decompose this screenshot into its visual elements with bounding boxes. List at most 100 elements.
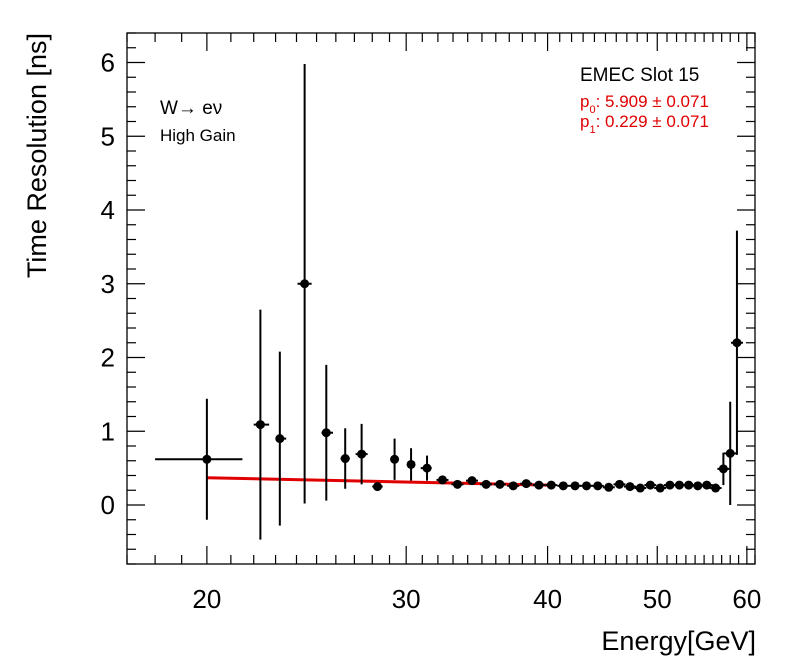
data-point (532, 480, 545, 490)
data-point (436, 475, 449, 485)
marker (406, 459, 416, 469)
marker (582, 481, 592, 491)
data-point (545, 480, 558, 490)
marker (635, 483, 645, 493)
marker (467, 476, 477, 486)
marker (684, 480, 694, 490)
data-point (420, 455, 432, 481)
marker (558, 481, 568, 491)
data-point (406, 448, 416, 481)
fit-p1-symbol: p (580, 112, 589, 131)
marker (625, 482, 635, 492)
data-point (275, 351, 287, 526)
marker (534, 480, 544, 490)
data-point (321, 364, 333, 501)
marker (665, 480, 675, 490)
data-point (451, 479, 464, 489)
fit-p0-value: : 5.909 ± 0.071 (596, 92, 709, 111)
marker (508, 481, 518, 491)
fit-p1-value: : 0.229 ± 0.071 (596, 112, 709, 131)
x-tick-label: 20 (192, 584, 221, 614)
data-point (355, 423, 368, 485)
data-point (480, 479, 493, 489)
data-point (253, 309, 270, 540)
marker (481, 479, 491, 489)
tick-labels: 0 1 2 3 4 5 6 20 30 40 50 60 (101, 48, 762, 615)
gain-label: High Gain (160, 126, 236, 145)
data-point (507, 481, 520, 491)
fit-p0: p0: 5.909 ± 0.071 (580, 92, 709, 116)
marker (255, 420, 265, 430)
data-point (709, 483, 722, 493)
data-point (390, 438, 400, 480)
y-axis-title: Time Resolution [ns] (22, 33, 52, 278)
marker (275, 434, 285, 444)
data-point (591, 481, 604, 491)
data-point (634, 483, 647, 493)
marker (674, 480, 684, 490)
marker (357, 449, 367, 459)
data-point (466, 476, 479, 486)
y-tick-label: 5 (101, 121, 115, 151)
data-point (569, 481, 582, 491)
process-label: W→ eν (160, 98, 222, 119)
data-point (613, 479, 626, 489)
y-tick-label: 0 (101, 490, 115, 520)
marker (422, 463, 432, 473)
axis-ticks (126, 32, 756, 565)
data-point (493, 479, 506, 489)
data-point (520, 479, 533, 489)
fit-p0-symbol: p (580, 92, 589, 111)
data-point (155, 398, 243, 520)
data-point (717, 452, 730, 486)
marker (340, 454, 350, 464)
marker (655, 483, 665, 493)
data-point (644, 480, 657, 490)
marker (546, 480, 556, 490)
marker (711, 483, 721, 493)
fit-p1: p1: 0.229 ± 0.071 (580, 112, 709, 136)
marker (614, 479, 624, 489)
marker (732, 338, 742, 348)
marker (702, 480, 712, 490)
data-point (654, 483, 667, 493)
marker (570, 481, 580, 491)
marker (593, 481, 603, 491)
data-points (155, 63, 743, 540)
marker (321, 428, 331, 438)
marker (521, 479, 531, 489)
data-point (623, 482, 636, 492)
data-point (724, 401, 737, 505)
marker (604, 482, 614, 492)
data-point (340, 428, 350, 489)
marker (373, 482, 383, 492)
data-point (700, 480, 713, 490)
y-tick-label: 2 (101, 343, 115, 373)
data-point (557, 481, 570, 491)
y-tick-label: 6 (101, 48, 115, 78)
marker (452, 479, 462, 489)
data-point (602, 482, 615, 492)
marker (495, 479, 505, 489)
marker (437, 475, 447, 485)
marker (390, 454, 400, 464)
y-tick-label: 4 (101, 195, 115, 225)
y-tick-label: 1 (101, 416, 115, 446)
marker (718, 464, 728, 474)
x-tick-label: 50 (643, 584, 672, 614)
data-point (297, 63, 312, 504)
y-tick-label: 3 (101, 269, 115, 299)
x-tick-label: 40 (533, 584, 562, 614)
marker (645, 480, 655, 490)
marker (202, 454, 212, 464)
data-point (730, 230, 743, 455)
marker (693, 481, 703, 491)
x-tick-label: 30 (392, 584, 421, 614)
x-tick-label: 60 (732, 584, 761, 614)
x-axis-title: Energy[GeV] (601, 626, 756, 656)
slot-label: EMEC Slot 15 (580, 65, 699, 86)
fit-p0-subscript: 0 (589, 104, 595, 116)
data-point (372, 482, 383, 492)
marker (300, 279, 310, 289)
